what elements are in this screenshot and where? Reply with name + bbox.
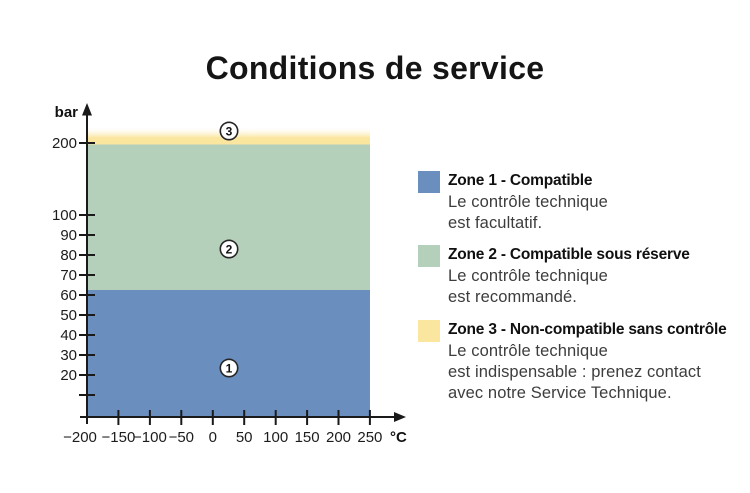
legend-zone-3-line: est indispensable : prenez contact bbox=[448, 363, 701, 381]
y-axis-ticks bbox=[79, 142, 95, 396]
legend-zone-1-title: Zone 1 - Compatible bbox=[448, 172, 593, 189]
zone-3-color-swatch bbox=[418, 320, 440, 342]
x-tick-label: −100 bbox=[133, 429, 167, 446]
zone-2-marker: 2 bbox=[219, 239, 239, 259]
zone-3-marker-number: 3 bbox=[226, 124, 233, 138]
x-tick-label: 100 bbox=[263, 429, 288, 446]
y-tick-label: 70 bbox=[60, 267, 77, 284]
legend-zone-3-line: avec notre Service Technique. bbox=[448, 384, 672, 402]
x-tick-labels: −200 −150 −100 −50 0 50 100 150 200 250 bbox=[63, 429, 382, 446]
zone-1-marker-number: 1 bbox=[226, 361, 233, 375]
y-tick-label: 20 bbox=[60, 367, 77, 384]
zone-2-color-swatch bbox=[418, 245, 440, 267]
zone-1-marker: 1 bbox=[219, 358, 239, 378]
y-tick-label: 200 bbox=[52, 135, 77, 152]
x-tick-label: 50 bbox=[236, 429, 253, 446]
zone-1-marker-circle bbox=[219, 358, 239, 378]
x-tick-label: 150 bbox=[295, 429, 320, 446]
zone-3-marker: 3 bbox=[219, 121, 239, 141]
legend-item-zone-3: Zone 3 - Non-compatible sans contrôle Le… bbox=[418, 319, 727, 404]
legend-zone-2-title: Zone 2 - Compatible sous réserve bbox=[448, 246, 690, 263]
legend-zone-2-line: Le contrôle technique bbox=[448, 267, 608, 285]
x-tick-label: 200 bbox=[326, 429, 351, 446]
y-tick-label: 30 bbox=[60, 347, 77, 364]
zone-1-band bbox=[87, 290, 370, 417]
x-tick-label: −150 bbox=[102, 429, 136, 446]
zone-bands bbox=[87, 126, 370, 417]
zone-3-marker-circle bbox=[219, 121, 239, 141]
x-axis-arrow bbox=[394, 412, 406, 422]
x-axis-ticks bbox=[117, 410, 371, 425]
y-tick-label: 80 bbox=[60, 247, 77, 264]
y-axis-unit-label: bar bbox=[55, 104, 79, 121]
x-tick-label: −200 bbox=[63, 429, 97, 446]
legend-zone-1-line: Le contrôle technique bbox=[448, 193, 608, 211]
legend-zone-3-title: Zone 3 - Non-compatible sans contrôle bbox=[448, 321, 727, 338]
legend-zone-3-line: Le contrôle technique bbox=[448, 342, 608, 360]
axes bbox=[80, 112, 397, 424]
x-tick-label: 250 bbox=[357, 429, 382, 446]
x-tick-label: 0 bbox=[209, 429, 217, 446]
legend-zone-1-line: est facultatif. bbox=[448, 214, 543, 232]
zone-2-marker-circle bbox=[219, 239, 239, 259]
y-tick-label: 40 bbox=[60, 327, 77, 344]
y-tick-label: 50 bbox=[60, 307, 77, 324]
zone-1-color-swatch bbox=[418, 171, 440, 193]
y-axis-arrow bbox=[82, 103, 92, 116]
zone-2-band bbox=[87, 144, 370, 290]
chart-title: Conditions de service bbox=[205, 50, 545, 86]
zone-2-marker-number: 2 bbox=[226, 242, 233, 256]
legend-item-zone-1: Zone 1 - Compatible Le contrôle techniqu… bbox=[418, 170, 608, 234]
x-tick-label: −50 bbox=[169, 429, 194, 446]
y-tick-label: 90 bbox=[60, 227, 77, 244]
y-tick-label: 100 bbox=[52, 207, 77, 224]
x-axis-unit-label: °C bbox=[390, 429, 407, 446]
y-tick-labels: 200 100 90 80 70 60 50 40 30 20 bbox=[52, 135, 77, 384]
legend-zone-2-line: est recommandé. bbox=[448, 288, 577, 306]
y-tick-label: 60 bbox=[60, 287, 77, 304]
legend-item-zone-2: Zone 2 - Compatible sous réserve Le cont… bbox=[418, 244, 690, 308]
